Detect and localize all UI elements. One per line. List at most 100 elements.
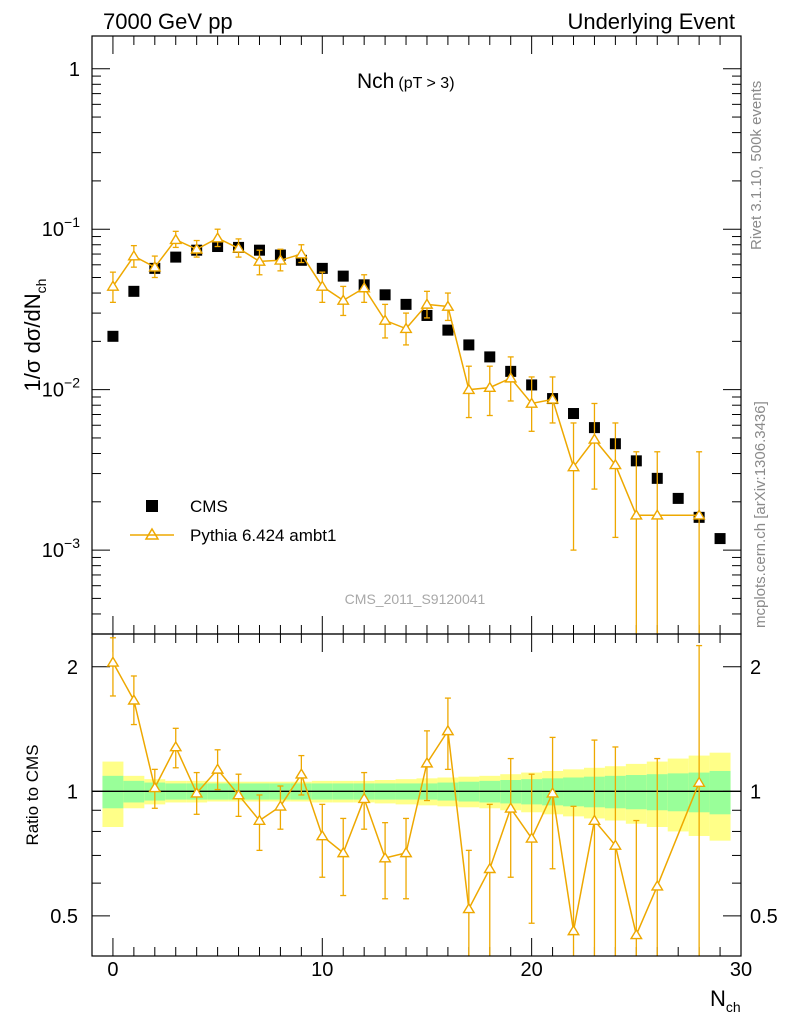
- pythia-ratio-point: [587, 814, 601, 825]
- pythia-data-point: [252, 255, 266, 266]
- pythia-ratio-point: [525, 831, 539, 843]
- pythia-ratio-point: [294, 767, 308, 779]
- pythia-data-point: [629, 508, 643, 520]
- legend-cms-marker: [146, 500, 158, 512]
- pythia-ratio-point: [148, 781, 162, 793]
- cms-data-point: [463, 339, 475, 351]
- pythia-data-point: [525, 397, 539, 408]
- main-ytick-label: 10−3: [42, 535, 80, 562]
- pythia-data-point: [692, 508, 706, 520]
- ratio-ytick-label-right: 1: [750, 781, 761, 803]
- main-ytick-base: 10: [42, 380, 64, 402]
- pythia-ratio-point: [692, 776, 706, 788]
- pythia-series: [106, 228, 706, 634]
- pythia-ratio-point: [567, 924, 581, 936]
- pythia-ratio-point: [336, 846, 350, 858]
- xlabel-sub: ch: [726, 999, 741, 1015]
- pythia-ratio-point: [106, 655, 120, 667]
- cms-data-point: [714, 533, 726, 545]
- xlabel: Nch: [710, 986, 741, 1015]
- cms-data-point: [672, 492, 684, 504]
- pythia-data-point: [650, 508, 664, 520]
- xtick-label: 30: [730, 959, 752, 981]
- pythia-ratio-point: [399, 846, 413, 858]
- analysis-watermark: CMS_2011_S9120041: [345, 591, 486, 607]
- main-ytick-base: 10: [42, 540, 64, 562]
- pythia-ratio-point: [483, 862, 497, 874]
- cms-data-point: [379, 289, 391, 301]
- pythia-data-point: [420, 298, 434, 309]
- main-ytick-label: 10−1: [42, 214, 80, 241]
- pythia-data-point: [399, 322, 413, 334]
- main-ylabel: 1/σ dσ/dNch: [20, 279, 49, 392]
- header-left-text: 7000 GeV pp: [103, 9, 233, 34]
- cms-data-point: [316, 262, 328, 274]
- ratio-ytick-label-right: 0.5: [750, 906, 778, 928]
- pythia-ratio-point: [420, 756, 434, 768]
- main-plot-panel: 110−110−210−3: [42, 35, 742, 635]
- ratio-inner-band: [667, 773, 689, 812]
- main-ytick-label: 10−2: [42, 375, 80, 402]
- ratio-inner-band: [709, 770, 731, 815]
- pythia-ratio-series: [106, 637, 706, 956]
- cms-data-point: [484, 351, 496, 363]
- pythia-data-point: [336, 294, 350, 305]
- pythia-data-point: [315, 280, 329, 291]
- pythia-ratio-point: [273, 799, 287, 811]
- legend-pythia-label: Pythia 6.424 ambt1: [190, 526, 336, 545]
- plot-title: Nch (pT > 3): [357, 70, 455, 93]
- pythia-data-point: [357, 281, 371, 293]
- main-ylabel-main: 1/σ dσ/dN: [20, 293, 45, 391]
- pythia-data-point: [378, 314, 392, 325]
- xtick-label: 20: [521, 959, 543, 981]
- main-ytick-base: 1: [69, 59, 80, 81]
- pythia-data-point: [504, 371, 518, 383]
- ratio-plot-panel: 0.5 0.5 1 1 2 2 0 10 20 30: [50, 633, 778, 981]
- pythia-data-point: [169, 233, 183, 245]
- xtick-label: 10: [311, 959, 333, 981]
- ratio-ytick-label-left: 2: [67, 657, 78, 679]
- cms-data-point: [442, 324, 454, 336]
- pythia-data-point: [546, 392, 560, 404]
- xtick-label: 0: [107, 959, 118, 981]
- ratio-plot-frame: [91, 633, 742, 957]
- xlabel-main: N: [710, 986, 726, 1011]
- ratio-inner-band: [625, 775, 647, 810]
- pythia-line: [112, 237, 700, 516]
- pythia-data-point: [148, 260, 162, 272]
- pythia-data-point: [441, 300, 455, 311]
- cms-data-point: [337, 270, 349, 282]
- ratio-ytick-label-left: 1: [67, 781, 78, 803]
- pythia-ratio-point: [211, 763, 225, 774]
- ratio-ylabel: Ratio to CMS: [23, 744, 42, 845]
- pythia-data-point: [190, 242, 204, 254]
- pythia-ratio-point: [169, 740, 183, 752]
- pythia-data-point: [483, 381, 497, 393]
- pythia-ratio-point: [650, 879, 664, 891]
- pythia-ratio-point: [232, 788, 246, 800]
- pythia-data-point: [106, 280, 120, 291]
- cms-data-point: [107, 330, 119, 342]
- main-ylabel-sub: ch: [33, 279, 49, 294]
- ratio-ytick-label-right: 2: [750, 657, 761, 679]
- ratio-ytick-labels: 0.5 0.5 1 1 2 2: [50, 657, 778, 928]
- main-ytick-exponent: −3: [64, 535, 80, 551]
- pythia-ratio-point: [441, 724, 455, 736]
- pythia-ratio-point: [127, 693, 141, 705]
- main-ytick-base: 10: [42, 219, 64, 241]
- main-plot-ytick-labels: 110−110−210−3: [42, 59, 80, 562]
- cms-data-point: [400, 298, 412, 310]
- header-right-text: Underlying Event: [567, 9, 735, 34]
- mcplots-source-text: mcplots.cern.ch [arXiv:1306.3436]: [752, 401, 769, 628]
- pythia-ratio-point: [252, 814, 266, 825]
- ratio-ytick-label-left: 0.5: [50, 906, 78, 928]
- pythia-data-point: [587, 433, 601, 444]
- pythia-ratio-point: [608, 839, 622, 850]
- main-ytick-exponent: −2: [64, 375, 80, 391]
- pythia-ratio-point: [462, 902, 476, 914]
- legend-cms-label: CMS: [190, 497, 228, 516]
- pythia-ratio-point: [315, 829, 329, 841]
- pythia-ratio-point: [546, 786, 560, 798]
- main-ytick-label: 1: [69, 59, 80, 81]
